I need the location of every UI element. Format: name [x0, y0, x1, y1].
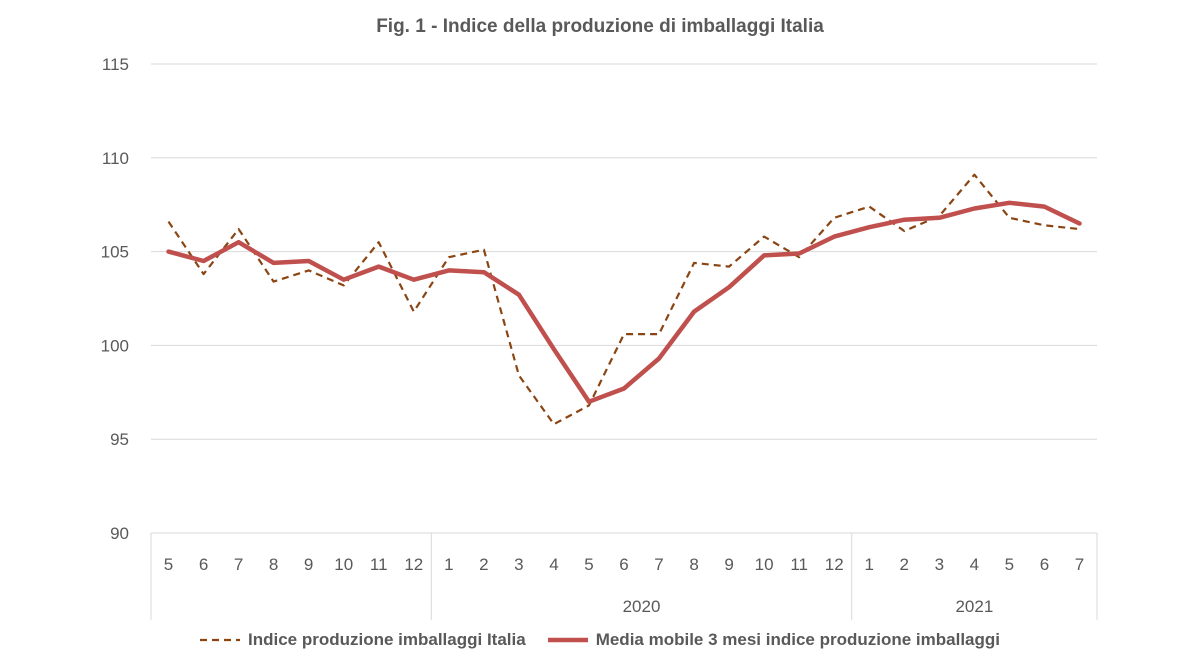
- x-tick-label: 4: [549, 555, 558, 574]
- x-tick-label: 2: [900, 555, 909, 574]
- x-tick-label: 5: [584, 555, 593, 574]
- legend-item-solid[interactable]: Media mobile 3 mesi indice produzione im…: [547, 630, 1000, 650]
- legend: Indice produzione imballaggi Italia Medi…: [0, 630, 1200, 650]
- x-tick-label: 12: [404, 555, 423, 574]
- y-tick-label: 110: [102, 149, 129, 168]
- x-tick-label: 6: [619, 555, 628, 574]
- x-tick-label: 1: [865, 555, 874, 574]
- y-tick-label: 105: [101, 243, 129, 262]
- x-tick-label: 11: [790, 555, 808, 574]
- year-group-label: 2020: [623, 597, 661, 616]
- y-tick-label: 95: [110, 430, 129, 449]
- year-group-label: 2021: [955, 597, 993, 616]
- x-tick-label: 3: [514, 555, 523, 574]
- legend-item-dashed[interactable]: Indice produzione imballaggi Italia: [199, 630, 526, 650]
- x-tick-label: 8: [689, 555, 698, 574]
- legend-label-index: Indice produzione imballaggi Italia: [247, 630, 526, 649]
- x-tick-label: 10: [334, 555, 353, 574]
- x-tick-label: 7: [234, 555, 243, 574]
- x-tick-label: 8: [269, 555, 278, 574]
- x-tick-label: 5: [1005, 555, 1014, 574]
- x-tick-label: 12: [825, 555, 844, 574]
- series-line-index: [167, 173, 1080, 426]
- y-axis-ticks: 90 95 100 105 110 115: [101, 55, 129, 543]
- x-tick-label: 6: [1040, 555, 1049, 574]
- x-tick-label: 4: [970, 555, 979, 574]
- x-tick-label: 10: [755, 555, 774, 574]
- series-lines: [166, 173, 1082, 426]
- x-tick-label: 9: [304, 555, 313, 574]
- legend-swatch-solid: [547, 637, 588, 643]
- x-tick-label: 6: [199, 555, 208, 574]
- legend-swatch-dashed: [199, 638, 240, 642]
- y-tick-label: 115: [102, 55, 129, 74]
- x-tick-label: 1: [444, 555, 453, 574]
- x-tick-label: 9: [724, 555, 733, 574]
- x-tick-label: 2: [479, 555, 488, 574]
- y-tick-label: 100: [101, 336, 129, 355]
- x-tick-label: 11: [370, 555, 388, 574]
- x-tick-label: 5: [164, 555, 173, 574]
- x-tick-label: 7: [1075, 555, 1084, 574]
- y-tick-label: 90: [110, 524, 129, 543]
- series-line-moving-average: [166, 200, 1082, 404]
- gridlines: [151, 63, 1097, 440]
- legend-label-moving-average: Media mobile 3 mesi indice produzione im…: [595, 630, 1000, 649]
- x-tick-label: 7: [654, 555, 663, 574]
- chart-title: Fig. 1 - Indice della produzione di imba…: [376, 16, 824, 37]
- x-tick-label: 3: [935, 555, 944, 574]
